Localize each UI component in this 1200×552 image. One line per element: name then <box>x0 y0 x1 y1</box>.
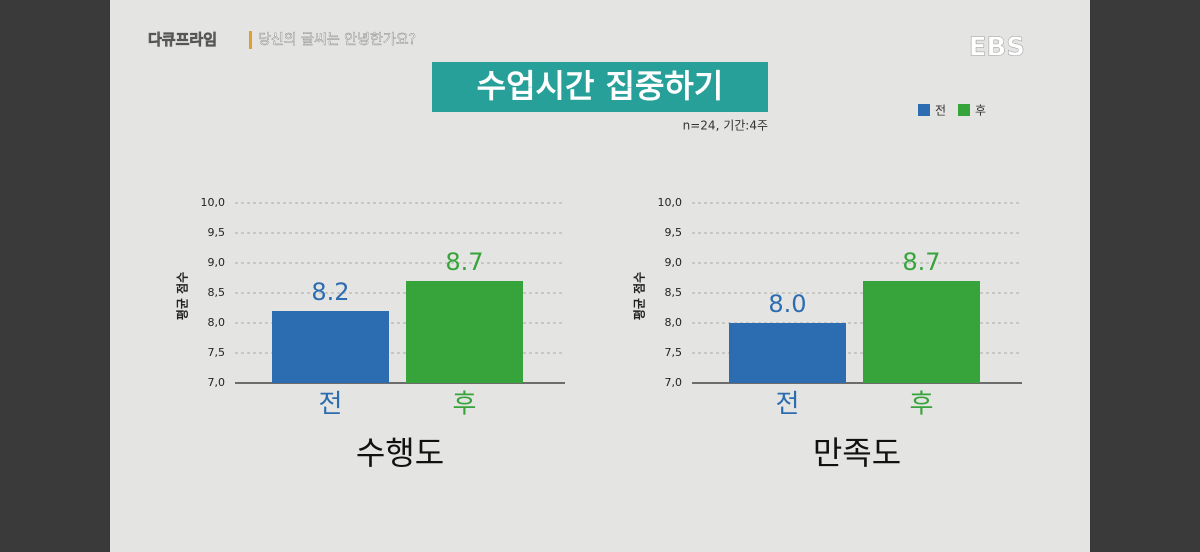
value-label: 8.2 <box>311 278 349 306</box>
program-name: 다큐프라임 <box>148 31 217 49</box>
x-tick-label: 전 <box>776 390 800 420</box>
y-tick-label: 8,0 <box>208 316 226 329</box>
y-tick-label: 10,0 <box>201 196 226 209</box>
legend-label: 전 <box>935 104 946 118</box>
x-tick-label: 후 <box>453 390 477 420</box>
bar <box>406 281 523 383</box>
separator <box>249 31 252 49</box>
note: n=24, 기간:4주 <box>683 119 768 133</box>
value-label: 8.7 <box>445 248 483 276</box>
legend-swatch <box>918 104 930 116</box>
y-tick-label: 9,5 <box>665 226 683 239</box>
bar <box>729 323 846 383</box>
y-axis-label: 평균 점수 <box>632 272 647 320</box>
value-label: 8.0 <box>768 290 806 318</box>
y-tick-label: 10,0 <box>658 196 683 209</box>
y-tick-label: 9,0 <box>665 256 683 269</box>
y-tick-label: 7,0 <box>665 376 683 389</box>
x-tick-label: 전 <box>319 390 343 420</box>
side-bar <box>0 0 110 552</box>
y-tick-label: 9,0 <box>208 256 226 269</box>
chart-title: 수행도 <box>356 434 444 472</box>
chart-title: 만족도 <box>813 434 901 472</box>
y-axis-label: 평균 점수 <box>175 272 190 320</box>
y-tick-label: 7,0 <box>208 376 226 389</box>
value-label: 8.7 <box>902 248 940 276</box>
legend-swatch <box>958 104 970 116</box>
y-tick-label: 7,5 <box>665 346 683 359</box>
y-tick-label: 8,5 <box>665 286 683 299</box>
title: 수업시간 집중하기 <box>477 67 724 105</box>
episode-name: 당신의 글씨는 안녕한가요? <box>258 32 416 48</box>
legend-label: 후 <box>975 104 986 118</box>
y-tick-label: 8,5 <box>208 286 226 299</box>
y-tick-label: 8,0 <box>665 316 683 329</box>
y-tick-label: 7,5 <box>208 346 226 359</box>
y-tick-label: 9,5 <box>208 226 226 239</box>
bar <box>272 311 389 383</box>
x-tick-label: 후 <box>910 390 934 420</box>
logo: EBS <box>969 33 1025 63</box>
bar <box>863 281 980 383</box>
side-bar <box>1090 0 1200 552</box>
title-box <box>432 62 768 112</box>
